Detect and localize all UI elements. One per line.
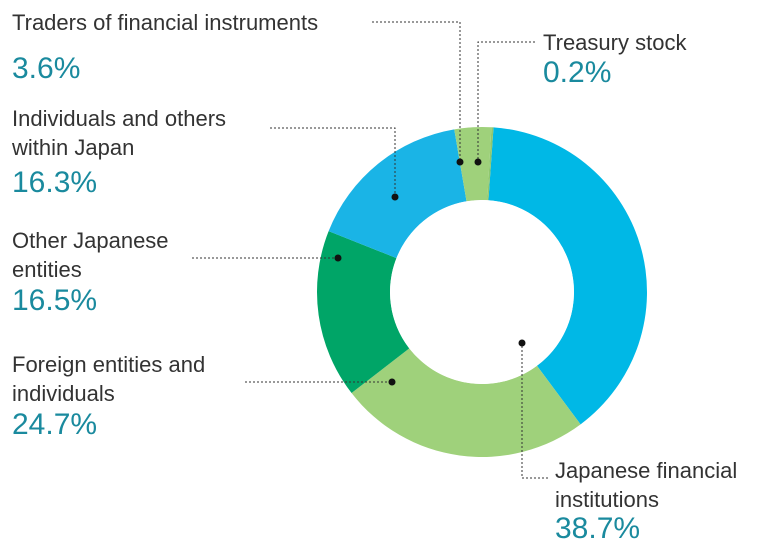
slice-label: Treasury stock	[543, 30, 687, 55]
value-label: 16.5%	[12, 284, 98, 317]
leader-line	[477, 41, 535, 162]
donut-slice	[487, 127, 494, 201]
donut-slice	[328, 129, 467, 259]
slice-label: Japanese financial institutions	[555, 458, 738, 512]
slice-label: Other Japanese entities	[12, 228, 169, 282]
donut-slice	[454, 127, 492, 202]
leader-line	[521, 343, 548, 479]
slice-label: Foreign entities and individuals	[12, 352, 206, 406]
donut-slice	[351, 348, 581, 457]
leader-line	[270, 127, 396, 197]
value-label: 24.7%	[12, 408, 98, 441]
donut-hole	[390, 200, 574, 384]
slice-label: Individuals and others within Japan	[12, 106, 227, 160]
leader-dot	[388, 378, 396, 386]
donut-slice	[317, 231, 410, 394]
slice-label: Traders of financial instruments	[12, 10, 319, 35]
leader-line	[372, 21, 461, 162]
value-label: 38.7%	[555, 512, 641, 545]
leader-dot	[456, 158, 464, 166]
leader-dot	[474, 158, 482, 166]
leader-dot	[334, 254, 342, 262]
value-label: 0.2%	[543, 56, 612, 89]
leader-dot	[391, 193, 399, 201]
leader-dot	[518, 339, 526, 347]
value-label: 3.6%	[12, 52, 81, 85]
value-label: 16.3%	[12, 166, 98, 199]
donut-slice	[488, 127, 647, 425]
